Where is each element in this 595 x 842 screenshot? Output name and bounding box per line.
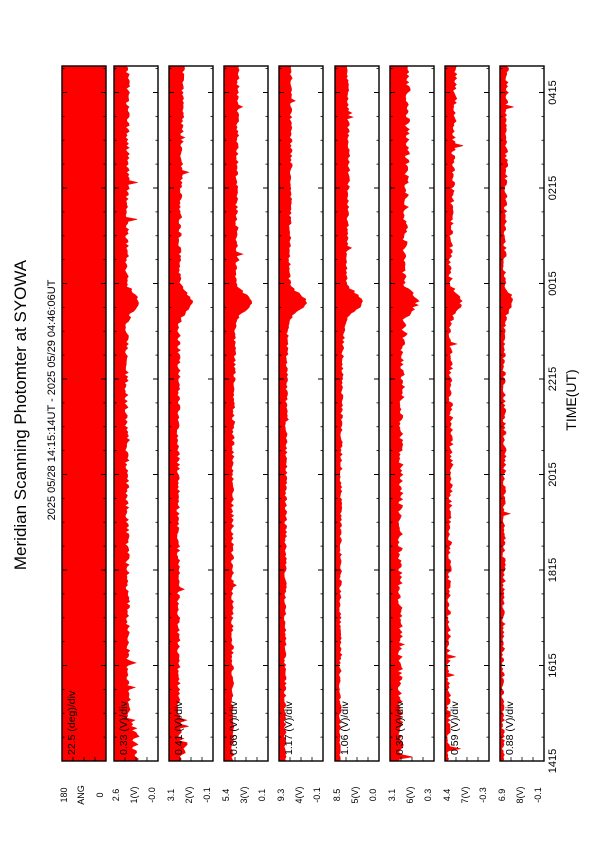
panel-2: 0.33 (V)/div 2.6 1(V) -0.0	[111, 65, 159, 804]
x-tick-label: 0215	[547, 176, 559, 200]
panel-scale-label: 1.17 (V)/div	[283, 701, 295, 755]
x-tick-label: 1815	[547, 558, 559, 582]
panel-5: 1.17 (V)/div 9.3 4(V) -0.1	[276, 65, 324, 804]
y-axis-label: 5(V)	[350, 786, 360, 803]
x-tick-label: 1415	[547, 749, 559, 773]
x-tick-label: 2215	[547, 367, 559, 391]
signal-trace	[389, 65, 420, 762]
y-axis-label: 1(V)	[129, 786, 139, 803]
panel-9: 0.88 (V)/div 6.9 8(V) -0.1	[497, 65, 545, 804]
signal-trace	[499, 65, 514, 762]
x-tick-label: 1615	[547, 653, 559, 677]
y-max-label: 9.3	[276, 789, 286, 802]
panel-scale-label: 0.33 (V)/div	[118, 701, 130, 755]
panel-scale-label: 0.35 (V)/div	[394, 701, 406, 755]
y-max-label: 4.4	[442, 789, 452, 802]
panel-3: 0.41 (V)/div 3.1 2(V) -0.1	[166, 65, 214, 804]
panel-7: 0.35 (V)/div 3.1 6(V) 0.3	[387, 65, 435, 804]
signal-trace	[334, 65, 363, 762]
y-min-label: -0.3	[478, 787, 488, 803]
y-max-label: 8.5	[332, 789, 342, 802]
panel-1: 22.5 (deg)/div 180 ANG 0	[59, 65, 107, 805]
y-min-label: -0.1	[312, 787, 322, 803]
angle-fill	[62, 66, 106, 761]
panel-scale-label: 0.41 (V)/div	[173, 701, 185, 755]
y-min-label: -0.1	[202, 787, 212, 803]
y-min-label: 0.1	[257, 789, 267, 802]
y-axis-label: 7(V)	[460, 786, 470, 803]
panel-scale-label: 1.06 (V)/div	[339, 701, 351, 755]
y-max-label: 2.6	[111, 789, 121, 802]
signal-trace	[168, 65, 194, 762]
y-min-label: 0.0	[368, 789, 378, 802]
panel-scale-label: 0.66 (V)/div	[228, 701, 240, 755]
chart-title: Meridian Scanning Photomter at SYOWA	[11, 259, 30, 570]
panel-8: 0.59 (V)/div 4.4 7(V) -0.3	[442, 65, 490, 804]
panel-6: 1.06 (V)/div 8.5 5(V) 0.0	[332, 65, 380, 804]
panel-4: 0.66 (V)/div 5.4 3(V) 0.1	[221, 65, 269, 804]
x-tick-label: 0015	[547, 271, 559, 295]
y-max-label: 6.9	[497, 789, 507, 802]
y-axis-label: ANG	[76, 785, 86, 805]
y-max-label: 3.1	[387, 789, 397, 802]
panel-scale-label: 0.88 (V)/div	[504, 701, 516, 755]
panel-scale-label: 22.5 (deg)/div	[66, 690, 78, 755]
y-axis-label: 2(V)	[184, 786, 194, 803]
y-min-label: 0.3	[423, 789, 433, 802]
signal-trace	[113, 65, 140, 762]
y-axis-label: 3(V)	[239, 786, 249, 803]
x-tick-label: 0415	[547, 80, 559, 104]
signal-trace	[444, 65, 464, 762]
x-tick-label: 2015	[547, 462, 559, 486]
panel-frame	[499, 65, 545, 762]
y-min-label: -0.0	[147, 787, 157, 803]
y-axis-label: 4(V)	[294, 786, 304, 803]
y-max-label: 5.4	[221, 789, 231, 802]
y-min-label: 0	[95, 792, 105, 797]
y-min-label: -0.1	[533, 787, 543, 803]
y-max-label: 180	[59, 787, 69, 802]
x-axis-label: TIME(UT)	[563, 369, 579, 430]
time-range-label: 2025 05/28 14:15:14UT - 2025 05/29 04:46…	[46, 279, 58, 520]
y-axis-label: 8(V)	[515, 786, 525, 803]
panel-scale-label: 0.59 (V)/div	[449, 701, 461, 755]
signal-trace	[278, 65, 308, 762]
labels-layer: Meridian Scanning Photomter at SYOWA 202…	[11, 80, 579, 773]
y-max-label: 3.1	[166, 789, 176, 802]
panels-layer: 22.5 (deg)/div 180 ANG 0 0.33 (V)/div 2.6 1(V)…	[59, 65, 545, 805]
signal-trace	[223, 65, 253, 762]
y-axis-label: 6(V)	[405, 786, 415, 803]
